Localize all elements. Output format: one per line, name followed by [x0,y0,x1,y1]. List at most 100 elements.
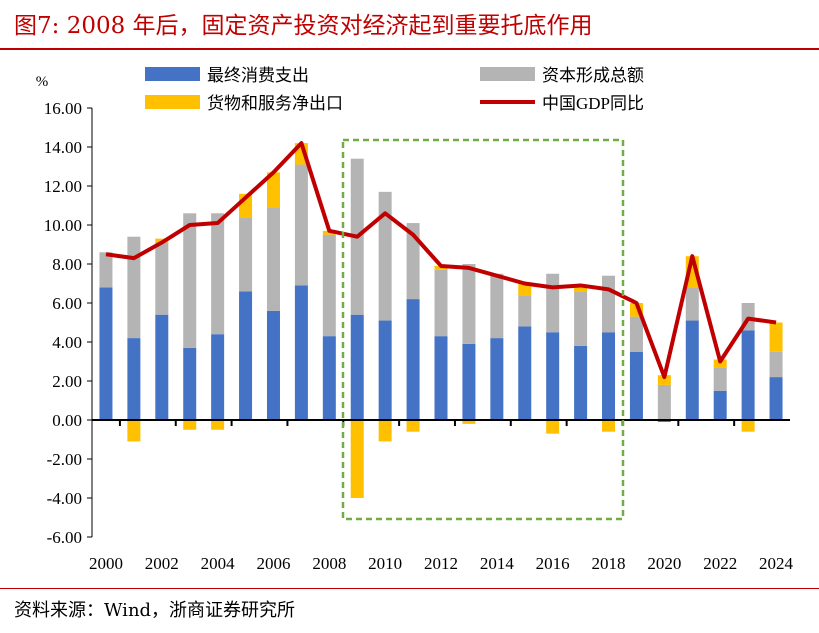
bar-2013 [462,420,476,424]
x-tick-label: 2008 [312,554,346,573]
bar-2003 [183,420,197,430]
bar-2009 [350,314,364,420]
legend-label: 中国GDP同比 [542,94,644,113]
bar-2021 [685,320,699,420]
bar-2015 [518,326,532,420]
bar-2024 [769,322,783,352]
y-tick-label: 2.00 [52,372,82,391]
x-tick-label: 2006 [256,554,290,573]
y-tick-label: 0.00 [52,411,82,430]
bar-2016 [546,420,560,434]
bar-2002 [155,314,169,420]
bar-2005 [239,217,253,292]
bar-2017 [574,285,588,292]
bar-2014 [490,338,504,420]
x-tick-label: 2018 [592,554,626,573]
bar-2006 [266,172,280,208]
bar-2003 [183,347,197,420]
title-divider [0,48,819,50]
bar-2003 [183,213,197,348]
bar-2004 [211,334,225,420]
bar-2020 [657,384,671,420]
highlight-box [341,138,625,521]
x-tick-label: 2020 [647,554,681,573]
bar-2001 [127,338,141,420]
bar-2006 [266,207,280,311]
y-tick-label: 6.00 [52,294,82,313]
bar-2000 [99,252,113,288]
y-tick-label: 14.00 [44,138,82,157]
bar-2016 [546,273,560,333]
bar-2010 [378,420,392,442]
bar-2012 [434,269,448,337]
x-tick-label: 2010 [368,554,402,573]
bar-2011 [406,420,420,432]
x-tick-label: 2000 [89,554,123,573]
bar-2011 [406,223,420,300]
bar-2009 [350,420,364,498]
bar-2019 [629,351,643,420]
bar-2013 [462,264,476,344]
bar-2024 [769,377,783,420]
legend-swatch [480,67,535,81]
bar-2008 [322,336,336,420]
bar-2020 [657,375,671,385]
bar-2023 [741,420,755,432]
bar-2018 [602,275,616,333]
y-tick-label: 10.00 [44,216,82,235]
bar-2007 [294,285,308,420]
bar-2012 [434,336,448,420]
x-tick-label: 2004 [201,554,236,573]
legend-swatch [145,67,200,81]
bar-2010 [378,320,392,420]
x-tick-label: 2014 [480,554,515,573]
bar-2006 [266,310,280,420]
x-tick-label: 2016 [536,554,570,573]
bar-2000 [99,287,113,420]
x-tick-label: 2024 [759,554,794,573]
bar-2015 [518,283,532,296]
bar-2016 [546,332,560,420]
x-tick-label: 2002 [145,554,179,573]
bar-2015 [518,295,532,327]
bar-2007 [294,164,308,286]
bar-2024 [769,351,783,378]
y-tick-label: -4.00 [47,489,82,508]
y-tick-label: 8.00 [52,255,82,274]
legend-label: 货物和服务净出口 [207,94,343,113]
bar-2004 [211,420,225,430]
bar-2023 [741,330,755,420]
bar-2004 [211,213,225,335]
y-tick-label: -6.00 [47,528,82,547]
bar-2002 [155,242,169,315]
x-tick-label: 2012 [424,554,458,573]
source-note: 资料来源：Wind，浙商证券研究所 [14,600,296,621]
bar-2017 [574,345,588,420]
bar-2014 [490,273,504,339]
bar-2022 [713,367,727,391]
bar-2008 [322,234,336,337]
bar-2011 [406,299,420,420]
legend-label: 最终消费支出 [207,66,309,85]
bar-2013 [462,343,476,420]
bar-2010 [378,191,392,321]
source-divider [0,588,819,589]
gdp-line [105,141,777,380]
legend-swatch [145,95,200,109]
bar-2018 [602,332,616,420]
y-tick-label: 12.00 [44,177,82,196]
y-tick-label: 4.00 [52,333,82,352]
bar-2005 [239,291,253,420]
bar-2017 [574,291,588,346]
bar-2022 [713,390,727,420]
y-tick-label: -2.00 [47,450,82,469]
bar-2021 [685,287,699,321]
bar-2018 [602,420,616,432]
x-tick-label: 2022 [703,554,737,573]
y-tick-label: 16.00 [44,99,82,118]
y-axis-unit: % [36,74,49,90]
bar-2001 [127,236,141,339]
figure-title: 图7: 2008 年后，固定资产投资对经济起到重要托底作用 [14,13,593,39]
